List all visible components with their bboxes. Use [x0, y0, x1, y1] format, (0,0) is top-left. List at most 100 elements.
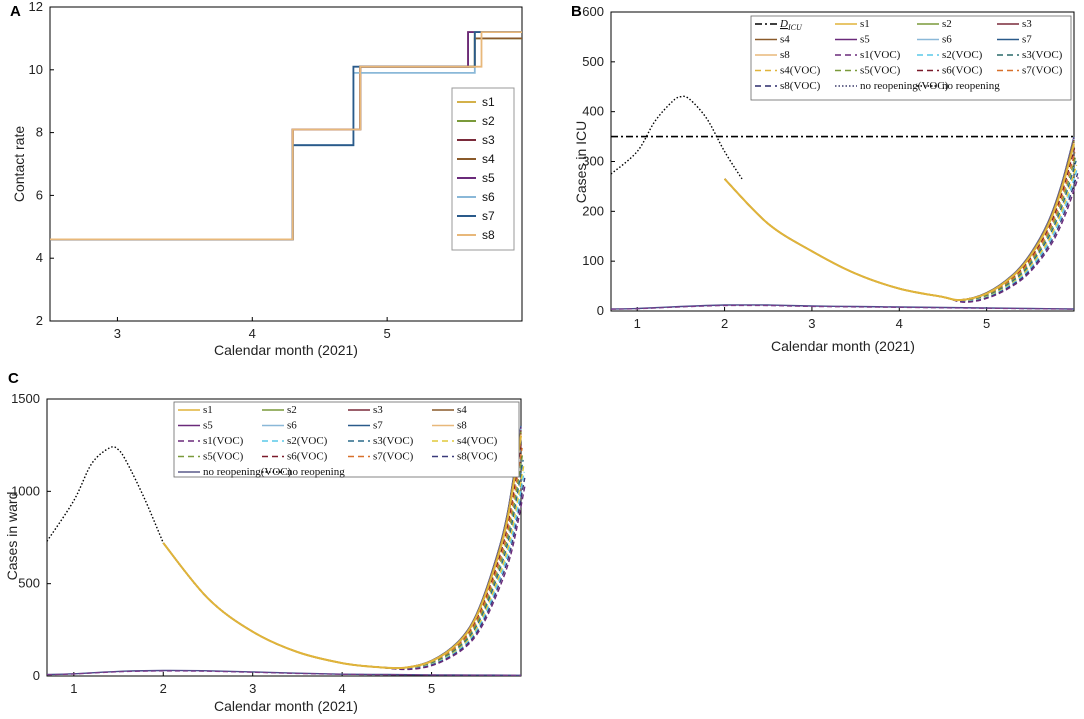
y-tick-label: 200	[582, 203, 604, 218]
panel-c-x-axis-label: Calendar month (2021)	[214, 698, 358, 714]
y-tick-label: 100	[582, 253, 604, 268]
no-reopening-curve	[46, 446, 164, 544]
legend-box	[173, 401, 520, 478]
legend-label: s6(VOC)	[942, 65, 983, 77]
y-tick-label: 8	[36, 125, 43, 140]
x-tick-label: 5	[384, 326, 391, 341]
x-tick-label: 4	[896, 316, 903, 331]
panel-b-y-axis-label: Cases in ICU	[573, 121, 589, 203]
panel-c-label: C	[8, 370, 19, 387]
panel-a-y-axis-label: Contact rate	[11, 126, 27, 202]
x-tick-label: 4	[249, 326, 256, 341]
legend-label: s4	[457, 404, 467, 416]
panel-c-series	[46, 425, 526, 676]
legend-label: s1(VOC)	[860, 49, 901, 61]
legend-label: s5(VOC)	[860, 65, 901, 77]
y-tick-label: 12	[29, 0, 43, 14]
no-reopening-curve	[610, 95, 743, 180]
legend-label: no reopening(VOC)	[203, 466, 292, 478]
legend-label: s1	[860, 18, 870, 30]
legend-label: no reopening(VOC)	[860, 80, 949, 92]
legend-label: DICU	[779, 18, 803, 32]
y-tick-label: 0	[33, 668, 40, 683]
legend-label: s5(VOC)	[203, 451, 244, 463]
voc-scenario-curve	[162, 483, 526, 671]
x-tick-label: 5	[428, 681, 435, 696]
y-tick-label: 6	[36, 187, 43, 202]
legend-label: s6(VOC)	[287, 451, 328, 463]
legend-label: s1(VOC)	[203, 435, 244, 447]
x-tick-label: 2	[721, 316, 728, 331]
panel-c-y-ticks: 0 500 1000 1500	[11, 391, 51, 683]
legend-label: s6	[942, 34, 952, 46]
panel-a-label: A	[10, 3, 21, 20]
legend-label: s7	[373, 420, 383, 432]
voc-scenario-curve	[162, 453, 524, 670]
y-tick-label: 300	[582, 154, 604, 169]
legend-label: s8(VOC)	[780, 80, 821, 92]
scenario-curve	[162, 435, 522, 670]
panel-b-legend: DICU s1 s2 s3 s4 s5 s6 s7 s8 s1(VOC) s2(VOC) s3(VOC…	[750, 15, 1072, 101]
x-tick-label: 5	[983, 316, 990, 331]
panel-c: C 0 500 1000 1500 1 2 3 4 5 Calendar month (202…	[4, 370, 526, 714]
y-tick-label: 400	[582, 104, 604, 119]
legend-label: s8	[457, 420, 467, 432]
y-tick-label: 500	[582, 54, 604, 69]
legend-box	[750, 15, 1072, 101]
x-tick-label: 2	[160, 681, 167, 696]
x-tick-label: 4	[339, 681, 346, 696]
y-tick-label: 0	[597, 303, 604, 318]
panel-b: B 0 100 200 300 400 500 600 1 2 3 4 5 Calendar mon…	[571, 3, 1079, 354]
y-tick-label: 1500	[11, 391, 40, 406]
y-tick-label: 4	[36, 250, 43, 265]
legend-label: s2	[942, 18, 952, 30]
legend-label: s4	[780, 34, 790, 46]
x-tick-label: 3	[114, 326, 121, 341]
no-reopening-voc-dashed-curve	[46, 670, 522, 676]
voc-scenario-curve	[162, 447, 523, 670]
legend-box	[451, 87, 515, 251]
panel-b-x-axis-label: Calendar month (2021)	[771, 338, 915, 354]
legend-label: s8(VOC)	[457, 451, 498, 463]
panel-a-y-ticks: 2 4 6 8 10 12	[29, 0, 54, 328]
series-line-s8	[50, 31, 522, 241]
legend-label: s7	[1022, 34, 1032, 46]
legend-label: no reopening	[942, 80, 1000, 92]
legend-label-s1: s1	[482, 95, 495, 109]
legend-label-s7: s7	[482, 209, 495, 223]
panel-b-label: B	[571, 3, 582, 20]
panel-a-x-axis-label: Calendar month (2021)	[214, 342, 358, 358]
y-tick-label: 10	[29, 62, 43, 77]
legend-label: s3(VOC)	[373, 435, 414, 447]
no-reopening-voc-dashed-curve	[610, 304, 1075, 310]
y-tick-label: 500	[18, 576, 40, 591]
legend-label: s5	[860, 34, 870, 46]
y-tick-label: 600	[582, 4, 604, 19]
legend-label-s3: s3	[482, 133, 495, 147]
legend-label: s4(VOC)	[457, 435, 498, 447]
legend-label: s6	[287, 420, 297, 432]
legend-label: no reopening	[287, 466, 345, 478]
legend-label: s2(VOC)	[942, 49, 983, 61]
legend-label: s1	[203, 404, 213, 416]
legend-label-s8: s8	[482, 228, 495, 242]
panel-c-legend: s1 s2 s3 s4 s5 s6 s7 s8 s1(VOC) s2(VOC) s3(VOC) s4(…	[173, 401, 520, 478]
legend-label: s7(VOC)	[1022, 65, 1063, 77]
panel-a-axes	[49, 6, 523, 322]
legend-label-s5: s5	[482, 171, 495, 185]
legend-label: s2	[287, 404, 297, 416]
legend-label-s2: s2	[482, 114, 495, 128]
panel-b-y-ticks: 0 100 200 300 400 500 600	[582, 4, 615, 318]
panel-a: A 2 4 6 8 10 12 3 4 5 Calendar month (2021) Con…	[10, 0, 523, 358]
x-tick-label: 3	[808, 316, 815, 331]
legend-label: s3	[1022, 18, 1032, 30]
x-tick-label: 1	[70, 681, 77, 696]
x-tick-label: 3	[249, 681, 256, 696]
panel-a-series	[50, 31, 522, 241]
panel-a-legend: s1 s2 s3 s4 s5 s6 s7 s8	[451, 87, 515, 251]
panel-b-x-ticks: 1 2 3 4 5	[634, 307, 990, 331]
y-tick-label: 1000	[11, 483, 40, 498]
panel-a-x-ticks: 3 4 5	[114, 317, 391, 341]
panel-b-series	[610, 95, 1079, 310]
